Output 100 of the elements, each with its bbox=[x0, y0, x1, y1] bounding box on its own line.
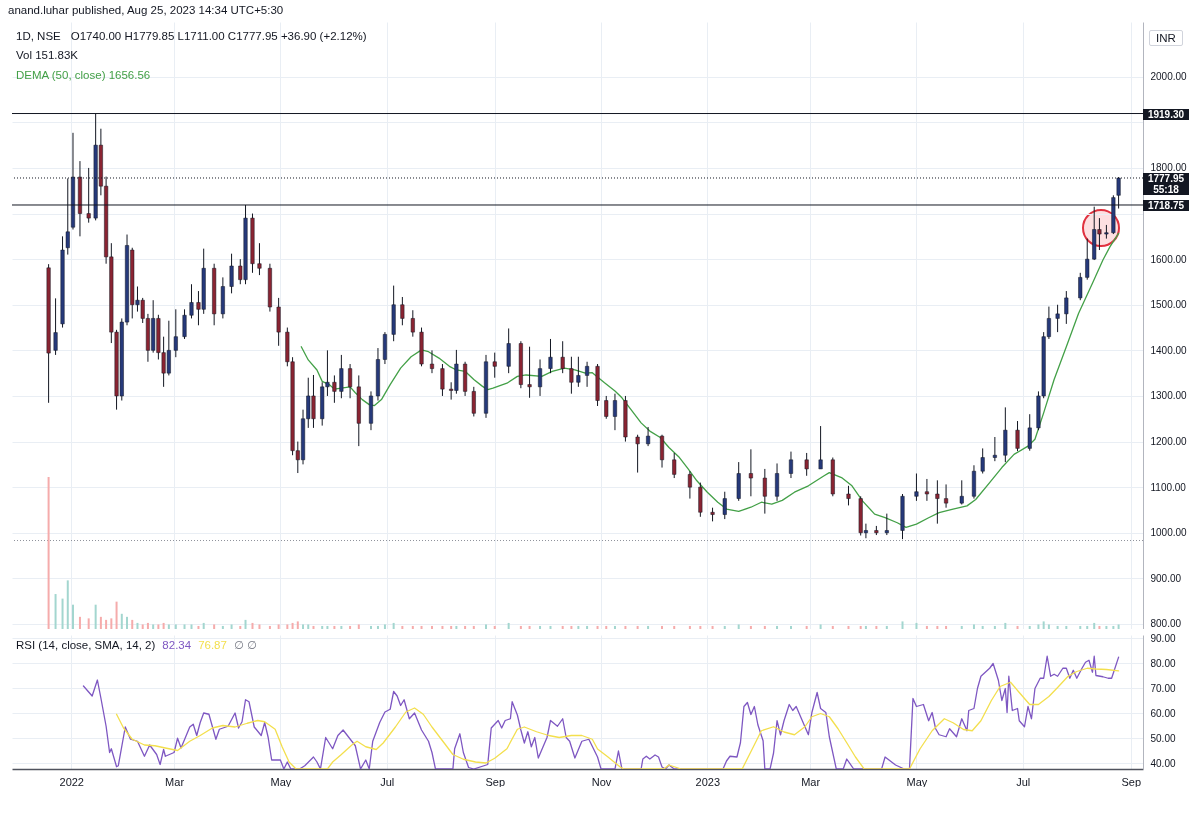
bar bbox=[251, 622, 254, 629]
bar bbox=[901, 621, 904, 629]
x-tick-label: Sep bbox=[1121, 775, 1142, 788]
x-tick-label: Mar bbox=[165, 775, 185, 788]
y-tick-label: 70.00 bbox=[1150, 682, 1176, 694]
bar bbox=[349, 625, 352, 629]
candlestick bbox=[1085, 238, 1090, 281]
bar bbox=[993, 625, 996, 629]
bar bbox=[981, 625, 984, 629]
bar bbox=[321, 625, 324, 629]
candlestick bbox=[332, 374, 337, 404]
bar bbox=[763, 625, 766, 629]
bar bbox=[258, 624, 261, 629]
bar bbox=[789, 625, 792, 629]
bar bbox=[1086, 625, 1089, 629]
bar bbox=[972, 624, 975, 629]
candlestick bbox=[492, 352, 497, 379]
y-tick-label: 900.00 bbox=[1150, 572, 1182, 584]
bar bbox=[936, 625, 939, 629]
bar bbox=[723, 625, 726, 629]
bar bbox=[519, 625, 522, 629]
candlestick bbox=[538, 358, 543, 397]
y-tick-label: 1000.00 bbox=[1150, 527, 1188, 539]
bar bbox=[624, 625, 627, 629]
bar bbox=[54, 594, 57, 629]
x-tick-label: 2023 bbox=[695, 775, 721, 788]
bar bbox=[47, 477, 50, 629]
bar bbox=[847, 625, 850, 629]
candlestick bbox=[410, 309, 415, 338]
x-tick-label: Nov bbox=[591, 775, 612, 788]
bar bbox=[661, 625, 664, 629]
text: anand.luhar published, Aug 25, 2023 14:34 UTC+5:30 bbox=[8, 4, 284, 16]
bar bbox=[441, 625, 444, 629]
bar bbox=[392, 622, 395, 629]
bar bbox=[1016, 625, 1019, 629]
candlestick bbox=[935, 479, 940, 525]
bar bbox=[152, 624, 155, 629]
candlestick bbox=[560, 340, 565, 374]
bar bbox=[1042, 621, 1045, 629]
x-tick-label: Jul bbox=[1016, 775, 1031, 788]
bar bbox=[749, 625, 752, 629]
candlestick bbox=[257, 242, 262, 276]
bar bbox=[1065, 625, 1068, 629]
bar bbox=[805, 625, 808, 629]
y-tick-label: 80.00 bbox=[1150, 657, 1176, 669]
bar bbox=[688, 625, 691, 629]
bar bbox=[915, 622, 918, 629]
y-tick-label: 90.00 bbox=[1150, 632, 1176, 644]
bar bbox=[110, 618, 113, 629]
candlestick bbox=[722, 491, 727, 520]
bar bbox=[925, 625, 928, 629]
x-tick-label: Sep bbox=[485, 775, 506, 788]
bar bbox=[699, 625, 702, 629]
bar bbox=[673, 625, 676, 629]
candlestick bbox=[1015, 420, 1020, 452]
bar bbox=[1079, 625, 1082, 629]
y-tick-label: 1400.00 bbox=[1150, 344, 1188, 356]
text: O1740.00 H1779.85 L1711.00 C1777.95 +36.90 (+2.12%) bbox=[70, 30, 367, 42]
bar bbox=[302, 624, 305, 629]
candlestick bbox=[339, 354, 344, 399]
bar bbox=[411, 625, 414, 629]
ref-line-label: 1718.75 bbox=[1143, 200, 1189, 212]
candlestick bbox=[660, 434, 665, 469]
bar bbox=[613, 625, 616, 629]
bar bbox=[1093, 622, 1096, 629]
candlestick bbox=[1064, 290, 1069, 325]
bar bbox=[296, 621, 299, 629]
bar bbox=[383, 624, 386, 629]
bar bbox=[507, 622, 510, 629]
candlestick bbox=[924, 478, 929, 502]
candlestick bbox=[672, 452, 677, 479]
bar bbox=[464, 625, 467, 629]
bar bbox=[885, 625, 888, 629]
candlestick bbox=[775, 462, 780, 502]
bar bbox=[141, 624, 144, 629]
bar bbox=[167, 624, 170, 629]
candlestick bbox=[1027, 413, 1032, 452]
candlestick bbox=[53, 297, 58, 356]
bar bbox=[190, 624, 193, 629]
bar bbox=[213, 624, 216, 629]
bar bbox=[202, 622, 205, 629]
bar bbox=[87, 618, 90, 629]
bar bbox=[376, 625, 379, 629]
candlestick bbox=[1078, 272, 1083, 301]
candlestick bbox=[762, 468, 767, 515]
bar bbox=[115, 601, 118, 629]
bar bbox=[1056, 625, 1059, 629]
bar bbox=[78, 616, 81, 629]
candlestick bbox=[635, 434, 640, 474]
candlestick bbox=[818, 425, 823, 470]
bar bbox=[277, 624, 280, 629]
candlestick bbox=[992, 436, 997, 462]
y-tick-label: 1100.00 bbox=[1150, 481, 1187, 493]
bar bbox=[357, 624, 360, 629]
candlestick bbox=[548, 338, 553, 374]
candlestick bbox=[788, 451, 793, 479]
bar bbox=[105, 619, 108, 629]
candlestick bbox=[569, 356, 574, 395]
candlestick bbox=[646, 426, 651, 447]
bar bbox=[286, 624, 289, 629]
